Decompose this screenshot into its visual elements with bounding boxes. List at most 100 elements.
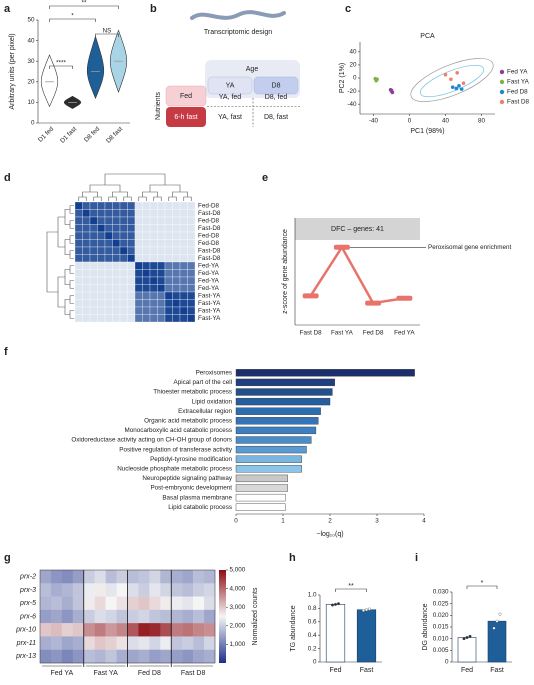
heatmap-cell <box>172 284 181 293</box>
heatmap-cell <box>179 261 188 270</box>
heatmap-cell <box>119 216 128 225</box>
heatmap-cell <box>74 299 83 308</box>
heatmap-cell <box>171 609 183 624</box>
heatmap-cell <box>61 636 74 650</box>
heatmap-cell <box>40 609 52 624</box>
heatmap-cell <box>83 583 95 597</box>
heatmap-cell <box>89 246 98 255</box>
heatmap-cell <box>171 636 183 650</box>
heatmap-cell <box>127 609 139 624</box>
bar <box>235 465 303 473</box>
point <box>302 293 319 299</box>
heatmap-cell <box>164 216 173 225</box>
x-tick-label: 40 <box>442 118 450 125</box>
heatmap-cell <box>82 231 91 240</box>
heatmap-cell <box>83 636 95 650</box>
y-tick-label: 0.6 <box>308 618 317 625</box>
heatmap-cell <box>187 231 196 240</box>
bar <box>235 407 321 415</box>
heatmap-cell <box>127 231 136 240</box>
heatmap-cell <box>104 291 113 300</box>
bar <box>356 609 377 663</box>
heatmap-cell <box>172 261 181 270</box>
heatmap-cell <box>149 254 158 263</box>
heatmap-cell <box>179 254 188 263</box>
heatmap-cell <box>89 239 98 248</box>
heatmap-cell <box>187 291 196 300</box>
heatmap-cell <box>105 570 117 584</box>
significance-bracket <box>466 585 498 589</box>
significance-bracket <box>335 588 367 592</box>
heatmap-cell <box>119 269 128 278</box>
heatmap-cell <box>172 291 181 300</box>
y-tick-label: 20 <box>349 62 357 69</box>
heatmap-cell <box>157 284 166 293</box>
y-tick-label: 0.005 <box>433 647 449 654</box>
heatmap-cell <box>40 623 52 637</box>
heatmap-cell <box>160 636 172 650</box>
heatmap-cell <box>179 276 188 285</box>
heatmap-cell <box>149 246 158 255</box>
panel-letter: f <box>4 346 8 358</box>
heatmap-cell <box>104 224 113 233</box>
heatmap-cell <box>179 201 188 210</box>
heatmap-cell <box>171 623 183 637</box>
cell-label: YA, fast <box>218 114 242 121</box>
category-label: Neuropeptide signaling pathway <box>142 475 232 482</box>
heatmap-cell <box>179 216 188 225</box>
heatmap-cell <box>182 583 194 597</box>
row-label: Fast-D8 <box>198 210 221 217</box>
heatmap-cell <box>97 299 106 308</box>
y-axis-label: DG abundance <box>422 603 429 650</box>
row-label: prx-2 <box>19 573 36 580</box>
heatmap-cell <box>187 314 196 323</box>
heatmap-cell <box>204 596 216 611</box>
heatmap-cell <box>127 239 136 248</box>
heatmap-cell <box>104 276 113 285</box>
heatmap-cell <box>89 276 98 285</box>
heatmap-cell <box>82 261 91 270</box>
heatmap-cell <box>179 299 188 308</box>
significance-label: * <box>71 13 74 20</box>
y-axis-label: Arbitrary units (per pixel) <box>9 33 16 109</box>
heatmap-cell <box>187 209 196 218</box>
heatmap-cell <box>204 636 216 650</box>
heatmap-cell <box>119 209 128 218</box>
heatmap-cell <box>119 261 128 270</box>
heatmap-cell <box>134 209 143 218</box>
heatmap-cell <box>104 216 113 225</box>
category-label: Nucleoside phosphate metabolic process <box>117 465 232 472</box>
heatmap-cell <box>204 570 216 584</box>
heatmap-cell <box>160 623 172 637</box>
heatmap-cell <box>72 609 84 624</box>
heatmap-frame <box>39 569 216 664</box>
group-label: Fast D8 <box>181 670 206 677</box>
heatmap-cell <box>164 254 173 263</box>
bar <box>235 445 307 454</box>
heatmap-cell <box>74 291 83 300</box>
heatmap-cell <box>187 216 196 225</box>
y-tick-label: 0 <box>353 75 357 82</box>
heatmap-cell <box>83 596 95 611</box>
column-header: Age <box>246 66 259 73</box>
y-axis-label: z-score of gene abundance <box>282 229 289 314</box>
heatmap-cell <box>61 570 74 584</box>
point <box>389 88 394 93</box>
x-tick-label: Fed D8 <box>363 330 384 337</box>
cell-label: D8, fast <box>264 114 288 121</box>
heatmap-cell <box>182 636 194 650</box>
heatmap-cell <box>83 609 95 624</box>
x-tick-label: D8 fast <box>105 125 124 144</box>
heatmap-cell <box>40 649 52 664</box>
row-label: Fed-YA <box>198 277 220 284</box>
heatmap-cell <box>134 231 143 240</box>
point <box>454 86 459 91</box>
heatmap-cell <box>164 276 173 285</box>
point <box>365 300 382 306</box>
category-label: Extracellular region <box>178 408 232 415</box>
heatmap-cell <box>157 239 166 248</box>
heatmap-cell <box>72 596 84 611</box>
heatmap-cell <box>149 314 158 323</box>
heatmap-cell <box>157 231 166 240</box>
heatmap-cell <box>89 269 98 278</box>
